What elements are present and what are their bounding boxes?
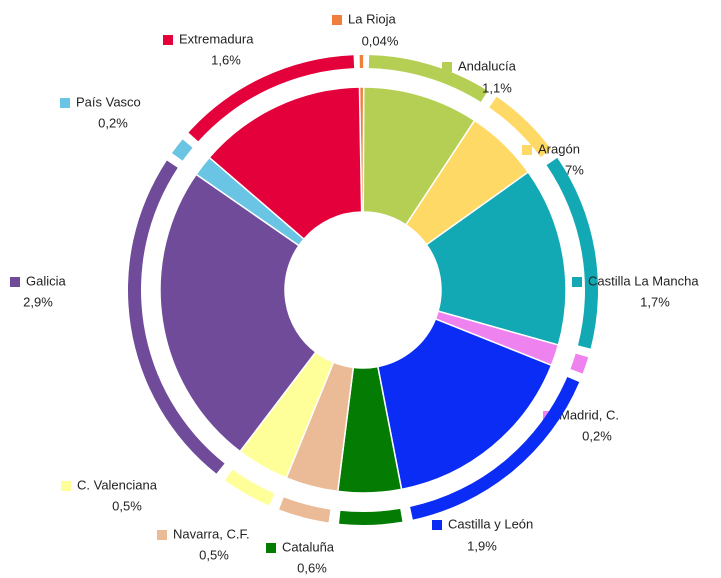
ring-arc — [570, 353, 589, 374]
value-label: 0,6% — [297, 560, 327, 575]
slice — [425, 171, 567, 346]
value-label: 1,1% — [482, 80, 512, 95]
slice-label: La Rioja — [348, 11, 396, 26]
value-label: 1,7% — [640, 294, 670, 309]
value-label: 0,5% — [112, 498, 142, 513]
legend-swatch — [61, 481, 71, 491]
legend-swatch — [332, 15, 342, 25]
ring-arc — [368, 55, 488, 102]
legend-swatch — [432, 520, 442, 530]
slice-label: Galicia — [26, 273, 67, 288]
ring-arc — [339, 508, 403, 525]
ring-arc — [489, 96, 552, 157]
ring-arc — [188, 55, 355, 142]
ring-arc — [127, 160, 225, 474]
slice-label: Aragón — [538, 141, 580, 156]
slice-label: Castilla La Mancha — [588, 273, 699, 288]
slice-label: Extremadura — [179, 31, 254, 46]
slice-label: C. Valenciana — [77, 477, 158, 492]
value-label: 1,6% — [211, 52, 241, 67]
slice — [159, 173, 317, 453]
slice-label: Madrid, C. — [559, 407, 619, 422]
legend-swatch — [522, 145, 532, 155]
value-label: 0,04% — [362, 33, 399, 48]
ring-arc — [546, 157, 598, 349]
legend-swatch — [10, 277, 20, 287]
value-label: 0,2% — [582, 428, 612, 443]
slice-label: Cataluña — [282, 539, 335, 554]
value-label: 0,2% — [98, 115, 128, 130]
slice-label: País Vasco — [76, 94, 141, 109]
legend-swatch — [266, 543, 276, 553]
legend-swatch — [572, 277, 582, 287]
slice-label: Navarra, C.F. — [173, 526, 250, 541]
slice-label: Andalucía — [458, 58, 517, 73]
legend-swatch — [157, 530, 167, 540]
legend-swatch — [163, 35, 173, 45]
legend-swatch — [442, 62, 452, 72]
ring-arc — [359, 54, 364, 69]
ring-arc — [410, 376, 580, 520]
slice — [208, 86, 363, 241]
value-label: 2,9% — [23, 294, 53, 309]
ring-arc — [172, 139, 193, 161]
ring-arc — [224, 469, 275, 506]
value-label: 0,5% — [199, 547, 229, 562]
slice-label: Castilla y León — [448, 516, 533, 531]
value-label: 1,9% — [467, 538, 497, 553]
ring-arc — [279, 497, 331, 523]
legend-swatch — [60, 98, 70, 108]
slice — [376, 317, 553, 491]
